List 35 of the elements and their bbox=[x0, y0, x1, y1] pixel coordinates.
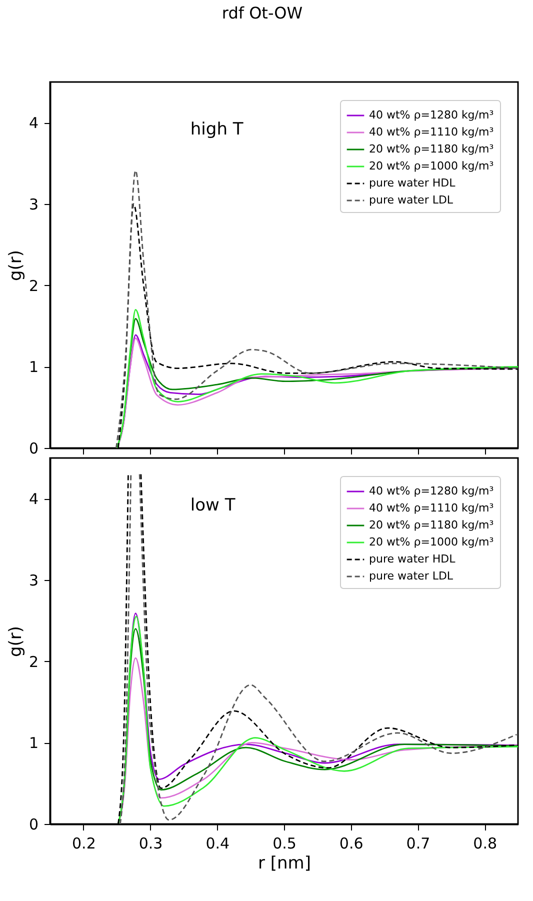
y-tick-label: 1 bbox=[28, 734, 38, 752]
annotation: high T bbox=[190, 120, 244, 140]
y-tick-label: 0 bbox=[28, 440, 38, 458]
legend-label: 20 wt% ρ=1180 kg/m³ bbox=[369, 518, 494, 532]
x-tick-label: 0.8 bbox=[473, 834, 497, 852]
y-tick-label: 0 bbox=[28, 816, 38, 834]
legend-label: 20 wt% ρ=1180 kg/m³ bbox=[369, 142, 494, 156]
x-tick-label: 0.5 bbox=[272, 834, 296, 852]
y-axis-title: g(r) bbox=[6, 626, 26, 658]
legend-label: pure water HDL bbox=[369, 552, 456, 566]
y-tick-label: 1 bbox=[28, 358, 38, 376]
legend-label: pure water LDL bbox=[369, 194, 454, 206]
x-tick-label: 0.7 bbox=[406, 834, 430, 852]
legend-label: 20 wt% ρ=1000 kg/m³ bbox=[369, 160, 494, 172]
y-axis-title: g(r) bbox=[6, 250, 26, 282]
legend-label: pure water HDL bbox=[369, 176, 456, 190]
y-tick-label: 3 bbox=[28, 196, 38, 214]
annotation: low T bbox=[190, 496, 236, 516]
legend-label: 40 wt% ρ=1280 kg/m³ bbox=[369, 108, 494, 122]
x-tick-label: 0.3 bbox=[138, 834, 163, 852]
y-tick-label: 2 bbox=[28, 652, 38, 671]
x-tick-label: 0.4 bbox=[206, 834, 230, 852]
x-axis-title: r [nm] bbox=[258, 854, 311, 874]
y-tick-label: 4 bbox=[28, 114, 38, 132]
y-tick-label: 4 bbox=[28, 490, 38, 508]
legend-label: pure water LDL bbox=[369, 570, 454, 582]
y-tick-label: 2 bbox=[28, 276, 38, 295]
chart-title: rdf Ot-OW bbox=[222, 3, 303, 22]
legend-label: 40 wt% ρ=1110 kg/m³ bbox=[369, 126, 494, 138]
y-tick-label: 3 bbox=[28, 572, 38, 590]
x-tick-label: 0.6 bbox=[339, 834, 364, 852]
x-tick-label: 0.2 bbox=[72, 834, 96, 852]
legend-label: 40 wt% ρ=1280 kg/m³ bbox=[369, 484, 494, 498]
legend-label: 20 wt% ρ=1000 kg/m³ bbox=[369, 536, 494, 548]
legend-label: 40 wt% ρ=1110 kg/m³ bbox=[369, 502, 494, 514]
